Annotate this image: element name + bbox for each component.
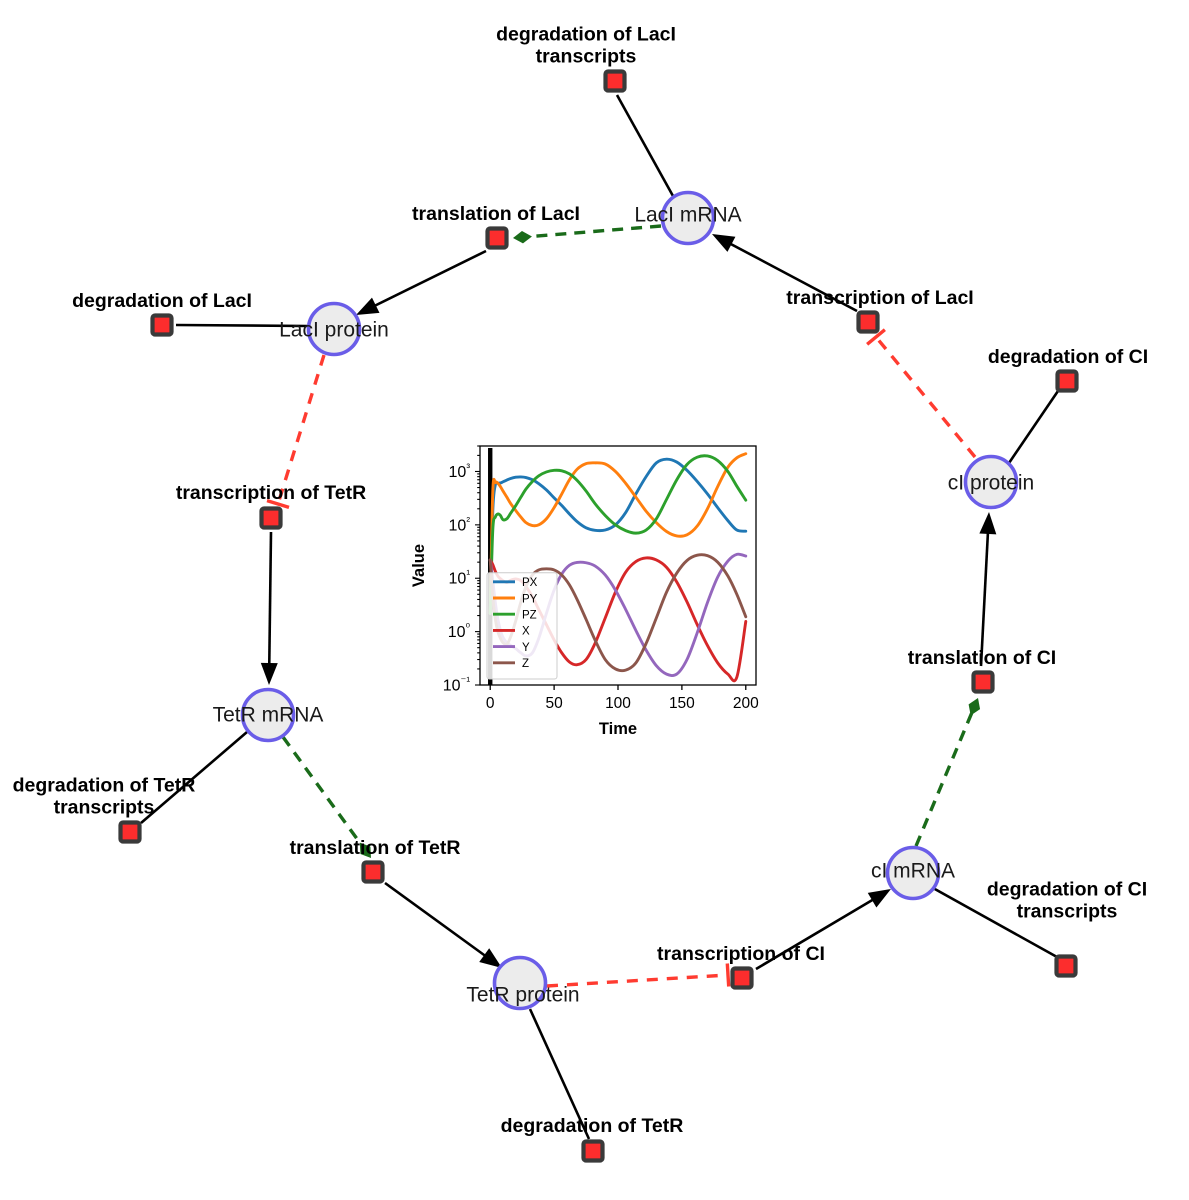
reaction-label-trl_laci: translation of LacI <box>412 203 580 226</box>
chart-xtick-label: 200 <box>733 695 759 712</box>
edge-mass <box>1007 390 1060 464</box>
reaction-node-deg_laci_transcripts[interactable] <box>603 69 627 93</box>
edge-mass <box>384 881 502 968</box>
chart-ytick-label: 10¹ <box>449 569 471 588</box>
reaction-node-deg_laci[interactable] <box>150 313 174 337</box>
edge-mass <box>260 531 278 685</box>
reaction-node-trl_laci[interactable] <box>485 226 509 250</box>
chart-legend: PX PY PZ XYZ <box>486 572 558 680</box>
chart-series-PY <box>488 452 748 615</box>
reaction-label-deg_ci_transcripts: degradation of CI transcripts <box>986 878 1148 923</box>
reaction-label-trc_ci: transcription of CI <box>657 943 825 966</box>
edge-mass <box>712 234 858 313</box>
edge-mass <box>528 1008 591 1140</box>
chart-legend-label-PX: PX <box>522 577 538 589</box>
reaction-label-deg_ci: degradation of CI <box>987 346 1149 369</box>
edge-catalysis <box>281 736 371 858</box>
edge-catalysis <box>513 224 662 244</box>
reaction-label-trl_tetr: translation of TetR <box>289 837 461 860</box>
species-node-tetr_protein[interactable] <box>492 955 548 1011</box>
species-label-laci_mrna: LacI mRNA <box>634 203 742 227</box>
reaction-label-trl_ci: translation of CI <box>907 647 1057 670</box>
reaction-label-deg_laci_transcripts: degradation of LacI transcripts <box>496 23 676 68</box>
species-node-laci_mrna[interactable] <box>660 190 716 246</box>
chart-ylabel: Value <box>410 544 428 587</box>
edge-mass <box>175 323 308 328</box>
reaction-node-trc_laci[interactable] <box>856 310 880 334</box>
species-label-tetr_mrna: TetR mRNA <box>212 703 324 727</box>
edge-inhibition <box>546 963 731 988</box>
reaction-node-trc_ci[interactable] <box>730 966 754 990</box>
chart-ytick-label: 10² <box>449 515 471 534</box>
edge-mass <box>755 889 891 971</box>
chart-xtick-label: 50 <box>545 695 563 712</box>
chart-legend-label-X: X <box>522 626 530 638</box>
reaction-node-deg_tetr[interactable] <box>581 1139 605 1163</box>
edge-mass <box>140 731 248 824</box>
chart-xtick-label: 100 <box>605 695 631 712</box>
edge-catalysis <box>914 698 981 847</box>
reaction-node-trl_ci[interactable] <box>971 670 995 694</box>
edge-inhibition <box>266 354 326 510</box>
edge-mass <box>979 512 997 667</box>
reaction-node-deg_tetr_transcripts[interactable] <box>118 820 142 844</box>
species-node-tetr_mrna[interactable] <box>240 687 296 743</box>
chart-ytick-label: 10⁰ <box>448 622 471 641</box>
chart-legend-label-Y: Y <box>522 642 530 654</box>
edge-mass <box>932 886 1058 959</box>
reaction-label-trc_tetr: transcription of TetR <box>175 482 367 505</box>
chart-series-PX <box>488 457 748 615</box>
chart-legend-label-Z: Z <box>522 658 529 670</box>
chart-legend-label-PY: PY <box>522 593 538 605</box>
chart-xtick-label: 150 <box>669 695 695 712</box>
species-label-tetr_protein: TetR protein <box>466 983 580 1007</box>
reaction-node-trc_tetr[interactable] <box>259 506 283 530</box>
timecourse-plot-inset: 0 50 100 150 200 10⁻¹ 10⁰ 10¹ 10² 10³ Time Value PX P… <box>404 437 768 751</box>
species-node-ci_mrna[interactable] <box>885 845 941 901</box>
species-label-ci_mrna: cI mRNA <box>871 859 955 883</box>
reaction-label-deg_tetr_transcripts: degradation of TetR transcripts <box>12 774 196 819</box>
species-label-laci_protein: LacI protein <box>279 318 389 342</box>
edge-mass <box>356 249 487 315</box>
species-label-ci_protein: cI protein <box>947 471 1035 495</box>
reaction-label-trc_laci: transcription of LacI <box>786 287 974 310</box>
reaction-label-deg_laci: degradation of LacI <box>72 290 252 313</box>
species-node-laci_protein[interactable] <box>306 301 362 357</box>
reaction-label-deg_tetr: degradation of TetR <box>500 1115 684 1138</box>
reaction-node-deg_ci_transcripts[interactable] <box>1054 954 1078 978</box>
chart-xtick-label: 0 <box>486 695 495 712</box>
edge-mass <box>615 94 675 197</box>
reaction-node-deg_ci[interactable] <box>1055 369 1079 393</box>
species-node-ci_protein[interactable] <box>963 454 1019 510</box>
chart-ytick-label: 10⁻¹ <box>443 676 471 695</box>
edge-inhibition <box>866 328 977 459</box>
chart-ytick-label: 10³ <box>449 462 471 481</box>
chart-series-PZ <box>488 454 748 615</box>
chart-xlabel: Time <box>599 720 637 738</box>
reaction-node-trl_tetr[interactable] <box>361 860 385 884</box>
chart-legend-label-PZ: PZ <box>522 610 537 622</box>
